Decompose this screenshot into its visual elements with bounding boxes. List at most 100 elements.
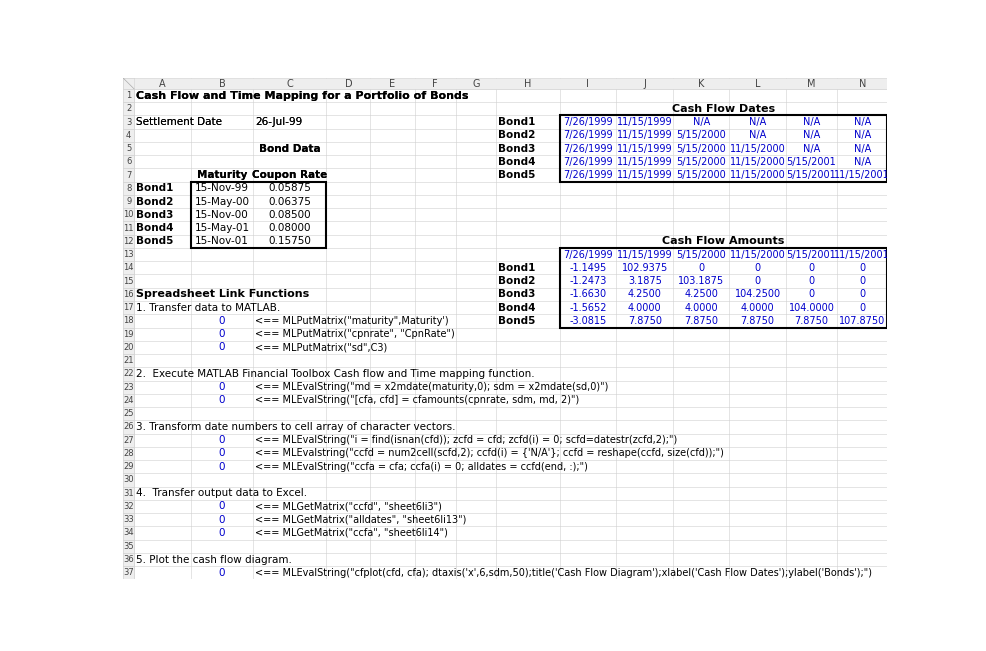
Text: 0: 0 (219, 568, 226, 577)
Text: 10: 10 (123, 210, 134, 219)
Text: Bond2: Bond2 (498, 130, 535, 141)
Text: 14: 14 (123, 264, 134, 272)
Text: 23: 23 (123, 383, 134, 392)
Text: 0: 0 (809, 290, 814, 299)
Text: M: M (808, 79, 815, 89)
Text: 7.8750: 7.8750 (684, 316, 719, 326)
Text: <== MLPutMatrix("cpnrate", "CpnRate"): <== MLPutMatrix("cpnrate", "CpnRate") (255, 329, 455, 339)
Text: 0: 0 (754, 263, 760, 273)
Bar (123, 540, 134, 553)
Text: <== MLEvalString("md = x2mdate(maturity,0); sdm = x2mdate(sd,0)"): <== MLEvalString("md = x2mdate(maturity,… (255, 382, 608, 392)
Bar (123, 367, 134, 381)
Text: 0.15750: 0.15750 (268, 236, 312, 246)
Text: 4: 4 (126, 131, 131, 140)
Bar (123, 447, 134, 460)
Text: 3. Transform date numbers to cell array of character vectors.: 3. Transform date numbers to cell array … (136, 422, 456, 432)
Text: 25: 25 (123, 409, 134, 418)
Bar (123, 434, 134, 447)
Text: Cash Flow and Time Mapping for a Portfolio of Bonds: Cash Flow and Time Mapping for a Portfol… (136, 90, 468, 100)
Bar (190, 182, 326, 248)
Text: 37: 37 (123, 568, 134, 577)
Bar (123, 354, 134, 367)
Text: 5/15/2000: 5/15/2000 (676, 170, 727, 180)
Bar (123, 473, 134, 486)
Text: <== MLEvalString("ccfa = cfa; ccfa(i) = 0; alldates = ccfd(end, :);"): <== MLEvalString("ccfa = cfa; ccfa(i) = … (255, 462, 588, 472)
Text: Settlement Date: Settlement Date (136, 117, 222, 127)
Text: <== MLEvalstring("ccfd = num2cell(scfd,2); ccfd(i) = {'N/A'}; ccfd = reshape(ccf: <== MLEvalstring("ccfd = num2cell(scfd,2… (255, 449, 724, 458)
Text: 18: 18 (123, 316, 134, 326)
Text: J: J (644, 79, 646, 89)
Bar (123, 235, 134, 248)
Text: <== MLEvalString("[cfa, cfd] = cfamounts(cpnrate, sdm, md, 2)"): <== MLEvalString("[cfa, cfd] = cfamounts… (255, 395, 579, 406)
Text: 7.8750: 7.8750 (740, 316, 775, 326)
Text: 102.9375: 102.9375 (622, 263, 668, 273)
Text: C: C (287, 79, 293, 89)
Text: 15-May-00: 15-May-00 (194, 197, 249, 206)
Text: Bond1: Bond1 (498, 263, 535, 273)
Text: 27: 27 (123, 436, 134, 445)
Text: 15-May-01: 15-May-01 (194, 223, 249, 233)
Text: <== MLEvalString("i = find(isnan(cfd)); zcfd = cfd; zcfd(i) = 0; scfd=datestr(zc: <== MLEvalString("i = find(isnan(cfd)); … (255, 436, 677, 445)
Text: N/A: N/A (749, 130, 766, 141)
Text: 104.2500: 104.2500 (735, 290, 781, 299)
Bar (123, 102, 134, 115)
Text: F: F (433, 79, 438, 89)
Text: -1.2473: -1.2473 (569, 276, 606, 286)
Bar (123, 208, 134, 221)
Text: Bond5: Bond5 (136, 236, 173, 246)
Text: 0: 0 (219, 395, 226, 406)
Text: 2: 2 (126, 104, 131, 113)
Text: 11/15/2001: 11/15/2001 (834, 249, 890, 260)
Text: Settlement Date: Settlement Date (136, 117, 222, 127)
Text: 11/15/1999: 11/15/1999 (617, 249, 672, 260)
Text: 11/15/1999: 11/15/1999 (617, 170, 672, 180)
Text: 20: 20 (123, 343, 134, 352)
Text: -1.6630: -1.6630 (569, 290, 606, 299)
Text: 0: 0 (219, 329, 226, 339)
Bar (123, 221, 134, 235)
Text: 0: 0 (809, 276, 814, 286)
Bar (123, 421, 134, 434)
Text: 26-Jul-99: 26-Jul-99 (255, 117, 303, 127)
Bar (123, 381, 134, 394)
Text: 13: 13 (123, 250, 134, 259)
Text: <== MLGetMatrix("ccfa", "sheet6li14"): <== MLGetMatrix("ccfa", "sheet6li14") (255, 528, 448, 538)
Text: Bond Data: Bond Data (259, 144, 320, 154)
Text: 5. Plot the cash flow diagram.: 5. Plot the cash flow diagram. (136, 555, 292, 564)
Text: Bond5: Bond5 (498, 170, 535, 180)
Text: 16: 16 (123, 290, 134, 299)
Text: Bond5: Bond5 (498, 316, 535, 326)
Text: Bond3: Bond3 (498, 144, 535, 154)
Bar (560, 115, 887, 182)
Text: Cash Flow and Time Mapping for a Portfolio of Bonds: Cash Flow and Time Mapping for a Portfol… (136, 90, 468, 100)
Text: 15-Nov-01: 15-Nov-01 (195, 236, 249, 246)
Text: N: N (859, 79, 866, 89)
Text: 0: 0 (859, 276, 866, 286)
Text: Maturity: Maturity (197, 170, 247, 180)
Text: N/A: N/A (803, 144, 820, 154)
Text: 5/15/2000: 5/15/2000 (676, 157, 727, 167)
Text: Bond1: Bond1 (136, 184, 173, 193)
Bar (123, 460, 134, 473)
Bar (123, 513, 134, 527)
Text: N/A: N/A (749, 117, 766, 127)
Text: <== MLGetMatrix("ccfd", "sheet6li3"): <== MLGetMatrix("ccfd", "sheet6li3") (255, 501, 442, 512)
Text: 9: 9 (126, 197, 131, 206)
Bar (123, 301, 134, 314)
Bar (123, 486, 134, 500)
Text: 3: 3 (126, 118, 131, 126)
Text: 29: 29 (123, 462, 134, 471)
Text: 11/15/2001: 11/15/2001 (834, 170, 890, 180)
Text: 4.0000: 4.0000 (740, 303, 774, 312)
Text: H: H (525, 79, 531, 89)
Bar (123, 288, 134, 301)
Text: 5/15/2000: 5/15/2000 (676, 130, 727, 141)
Text: 24: 24 (123, 396, 134, 405)
Text: N/A: N/A (854, 130, 871, 141)
Text: N/A: N/A (693, 117, 710, 127)
Text: 0: 0 (859, 303, 866, 312)
Text: -1.5652: -1.5652 (569, 303, 606, 312)
Bar (123, 394, 134, 407)
Text: Bond3: Bond3 (136, 210, 173, 220)
Bar (123, 407, 134, 421)
